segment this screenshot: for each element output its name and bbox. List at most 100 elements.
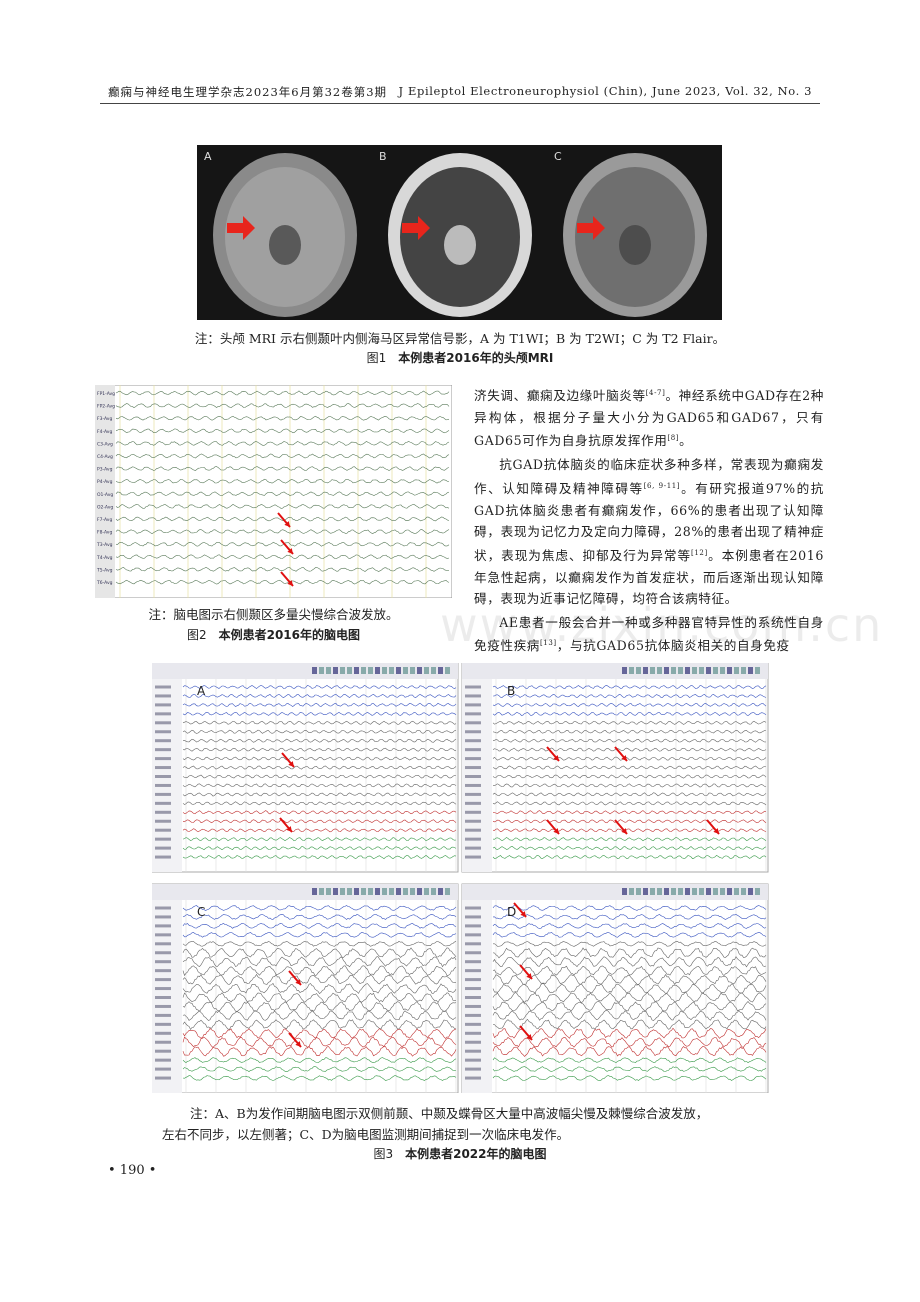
channel-tag	[465, 855, 481, 859]
channel-tag	[155, 924, 171, 928]
red-arrow-head	[520, 911, 526, 917]
panel-label: A	[197, 684, 206, 698]
channel-tag	[155, 757, 171, 761]
toolbar-button	[382, 667, 387, 674]
channel-tag	[465, 828, 481, 832]
brainstem	[444, 225, 476, 265]
toolbar-button	[354, 888, 359, 895]
toolbar-button	[396, 667, 401, 674]
channel-tag	[465, 712, 481, 716]
toolbar-button	[438, 888, 443, 895]
watermark: www.zixin.com.cn	[440, 598, 884, 652]
eeg-trace	[492, 947, 767, 959]
toolbar-button	[671, 667, 676, 674]
eeg-trace	[182, 905, 457, 911]
eeg-trace	[182, 828, 457, 833]
brainstem	[269, 225, 301, 265]
toolbar-button	[622, 888, 627, 895]
eeg-trace	[115, 428, 450, 434]
eeg-trace	[115, 566, 450, 572]
paragraph: AE患者一般会合并一种或多种器官特异性的系统性自身免疫性疾病[13]，与抗GAD…	[474, 612, 824, 657]
eeg-trace	[492, 1075, 767, 1081]
citation: [13]	[539, 639, 557, 648]
toolbar-button	[755, 667, 760, 674]
panel-label: B	[379, 150, 387, 163]
toolbar-button	[326, 667, 331, 674]
toolbar-button	[699, 888, 704, 895]
channel-tag	[465, 969, 481, 973]
red-arrow-head	[288, 761, 294, 767]
toolbar-button	[431, 888, 436, 895]
eeg-trace	[182, 1009, 457, 1021]
channel-tag	[155, 748, 171, 752]
toolbar-button	[622, 667, 627, 674]
toolbar-button	[734, 667, 739, 674]
channel-tag	[155, 1040, 171, 1044]
eeg-trace	[492, 855, 767, 859]
channel-tag	[155, 855, 171, 859]
eeg-trace	[182, 801, 457, 806]
red-arrow-head	[621, 755, 627, 761]
channel-label: T3-Avg	[96, 542, 113, 548]
toolbar-button	[361, 888, 366, 895]
channel-tag	[465, 730, 481, 734]
channel-tag	[465, 960, 481, 964]
eeg-trace	[182, 738, 457, 743]
eeg-trace	[182, 914, 457, 920]
channel-tag	[465, 1013, 481, 1017]
toolbar-button	[643, 888, 648, 895]
channel-tag	[155, 685, 171, 689]
channel-tag	[155, 942, 171, 946]
toolbar-button	[382, 888, 387, 895]
eeg-trace	[182, 765, 457, 770]
channel-tag	[465, 1022, 481, 1026]
figure-title: 图1 本例患者2016年的头颅MRI	[0, 349, 920, 366]
big-arrow	[227, 216, 255, 240]
figure-title-text: 本例患者2016年的脑电图	[218, 628, 361, 642]
toolbar-button	[340, 888, 345, 895]
channel-tag	[155, 951, 171, 955]
channel-tag	[155, 783, 171, 787]
toolbar-button	[636, 888, 641, 895]
eeg-trace	[115, 541, 450, 547]
toolbar-button	[629, 667, 634, 674]
text-run: 济失调、癫痫及边缘叶脑炎等	[474, 388, 646, 404]
channel-tag	[155, 1058, 171, 1062]
toolbar-button	[354, 667, 359, 674]
eeg-trace	[182, 711, 457, 716]
channel-tag	[155, 978, 171, 982]
toolbar-button	[699, 667, 704, 674]
eeg-trace	[492, 923, 767, 929]
eeg-trace	[492, 931, 767, 938]
panel-label: D	[507, 905, 516, 919]
citation: [12]	[691, 548, 708, 557]
paragraph: 济失调、癫痫及边缘叶脑炎等[4-7]。神经系统中GAD存在2种异构体，根据分子量…	[474, 383, 824, 452]
channel-label: FP2-Avg	[97, 404, 115, 410]
channel-tag	[465, 933, 481, 937]
toolbar-button	[347, 667, 352, 674]
channel-tag	[465, 685, 481, 689]
eeg-trace	[492, 1001, 767, 1012]
eeg-trace	[115, 453, 450, 459]
eeg-bg	[95, 385, 452, 598]
channel-label: C3-Avg	[97, 441, 113, 447]
channel-label: FP1-Avg	[97, 391, 115, 397]
eeg-trace	[182, 774, 457, 779]
channel-tag	[465, 739, 481, 743]
figure-label: 图1	[366, 351, 387, 365]
channel-tag	[465, 1076, 481, 1080]
eeg-trace	[115, 390, 450, 396]
channel-tag	[155, 846, 171, 850]
toolbar-button	[692, 667, 697, 674]
toolbar-button	[741, 667, 746, 674]
eeg-trace	[492, 1027, 767, 1039]
red-arrow-head	[553, 755, 559, 761]
eeg-trace	[492, 810, 767, 815]
channel-tag	[155, 906, 171, 910]
channel-tag	[155, 1031, 171, 1035]
toolbar-button	[340, 667, 345, 674]
toolbar-button	[636, 667, 641, 674]
eeg-trace	[115, 491, 450, 497]
eeg-trace	[492, 1045, 767, 1057]
toolbar	[152, 663, 458, 679]
